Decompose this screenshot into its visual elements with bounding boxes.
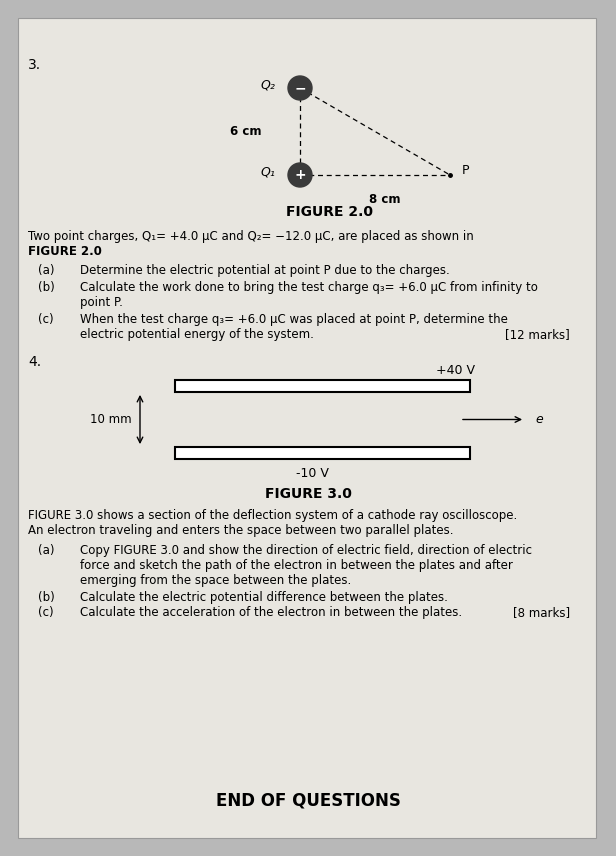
- Text: electric potential energy of the system.: electric potential energy of the system.: [80, 328, 314, 341]
- Text: Q₁: Q₁: [260, 165, 275, 179]
- Text: (a): (a): [38, 544, 54, 557]
- Text: P: P: [462, 163, 469, 176]
- Text: [12 marks]: [12 marks]: [505, 328, 570, 341]
- Text: +40 V: +40 V: [436, 364, 475, 377]
- Text: FIGURE 2.0: FIGURE 2.0: [286, 205, 373, 219]
- Text: END OF QUESTIONS: END OF QUESTIONS: [216, 791, 400, 809]
- Text: Q₂: Q₂: [260, 79, 275, 92]
- Text: 4.: 4.: [28, 355, 41, 369]
- Text: point P.: point P.: [80, 296, 123, 309]
- Text: Calculate the electric potential difference between the plates.: Calculate the electric potential differe…: [80, 591, 448, 604]
- Text: emerging from the space between the plates.: emerging from the space between the plat…: [80, 574, 351, 587]
- Circle shape: [288, 76, 312, 100]
- Text: 10 mm: 10 mm: [91, 413, 132, 426]
- Text: Determine the electric potential at point P due to the charges.: Determine the electric potential at poin…: [80, 264, 450, 277]
- Text: (c): (c): [38, 313, 54, 326]
- Text: 6 cm: 6 cm: [230, 125, 262, 138]
- Text: An electron traveling and enters the space between two parallel plates.: An electron traveling and enters the spa…: [28, 524, 453, 537]
- Circle shape: [288, 163, 312, 187]
- Text: (b): (b): [38, 281, 55, 294]
- Text: (b): (b): [38, 591, 55, 604]
- Text: Calculate the acceleration of the electron in between the plates.: Calculate the acceleration of the electr…: [80, 606, 462, 619]
- Text: −: −: [294, 81, 306, 95]
- Text: +: +: [294, 168, 306, 182]
- Text: Copy FIGURE 3.0 and show the direction of electric field, direction of electric: Copy FIGURE 3.0 and show the direction o…: [80, 544, 532, 557]
- Bar: [175, 447, 470, 459]
- Text: [8 marks]: [8 marks]: [513, 606, 570, 619]
- Text: When the test charge q₃= +6.0 μC was placed at point P, determine the: When the test charge q₃= +6.0 μC was pla…: [80, 313, 508, 326]
- Text: Calculate the work done to bring the test charge q₃= +6.0 μC from infinity to: Calculate the work done to bring the tes…: [80, 281, 538, 294]
- Text: FIGURE 3.0: FIGURE 3.0: [264, 487, 352, 501]
- Text: 3.: 3.: [28, 58, 41, 72]
- Text: force and sketch the path of the electron in between the plates and after: force and sketch the path of the electro…: [80, 559, 513, 572]
- Text: Two point charges, Q₁= +4.0 μC and Q₂= −12.0 μC, are placed as shown in: Two point charges, Q₁= +4.0 μC and Q₂= −…: [28, 230, 474, 243]
- Text: e: e: [535, 413, 543, 426]
- Text: FIGURE 3.0 shows a section of the deflection system of a cathode ray oscilloscop: FIGURE 3.0 shows a section of the deflec…: [28, 509, 517, 522]
- Text: (a): (a): [38, 264, 54, 277]
- Text: (c): (c): [38, 606, 54, 619]
- Bar: [175, 380, 470, 392]
- Text: FIGURE 2.0: FIGURE 2.0: [28, 245, 102, 258]
- FancyBboxPatch shape: [18, 18, 596, 838]
- Text: 8 cm: 8 cm: [369, 193, 401, 206]
- Text: -10 V: -10 V: [296, 467, 329, 480]
